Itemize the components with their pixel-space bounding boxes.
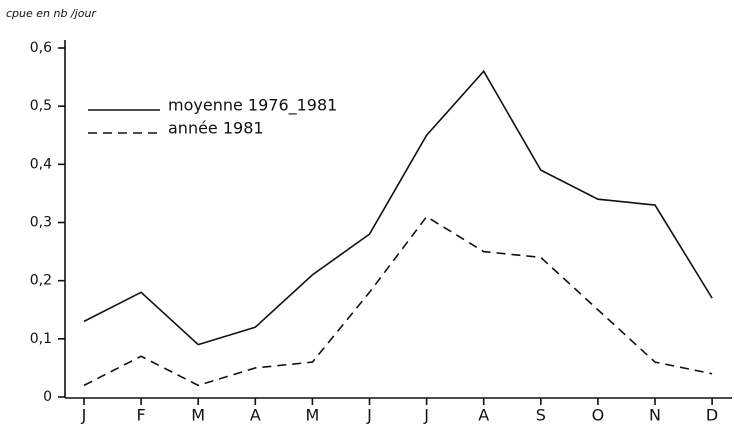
y-tick-label: 0,5: [30, 98, 52, 114]
y-tick-label: 0,3: [30, 215, 52, 231]
y-tick-label: 0: [43, 389, 52, 405]
y-tick-label: 0,1: [30, 331, 52, 347]
x-tick-label: A: [250, 406, 261, 425]
x-tick-label: M: [305, 406, 319, 425]
x-tick-label: J: [366, 406, 372, 425]
x-tick-label: J: [81, 406, 87, 425]
x-tick-label: O: [592, 406, 605, 425]
x-tick-label: M: [191, 406, 205, 425]
y-tick-label: 0,2: [30, 273, 52, 289]
x-tick-label: J: [423, 406, 429, 425]
y-tick-label: 0,6: [30, 40, 52, 56]
x-tick-label: N: [649, 406, 661, 425]
legend-label: année 1981: [168, 119, 264, 138]
x-tick-label: F: [136, 406, 145, 425]
x-tick-label: S: [536, 406, 546, 425]
x-tick-label: A: [478, 406, 489, 425]
x-tick-label: D: [706, 406, 718, 425]
series-line: [83, 69, 713, 346]
y-tick-label: 0,4: [30, 156, 52, 172]
series-line: [83, 215, 713, 387]
y-axis-title: cpue en nb /jour: [6, 7, 97, 20]
legend-label: moyenne 1976_1981: [168, 96, 337, 116]
